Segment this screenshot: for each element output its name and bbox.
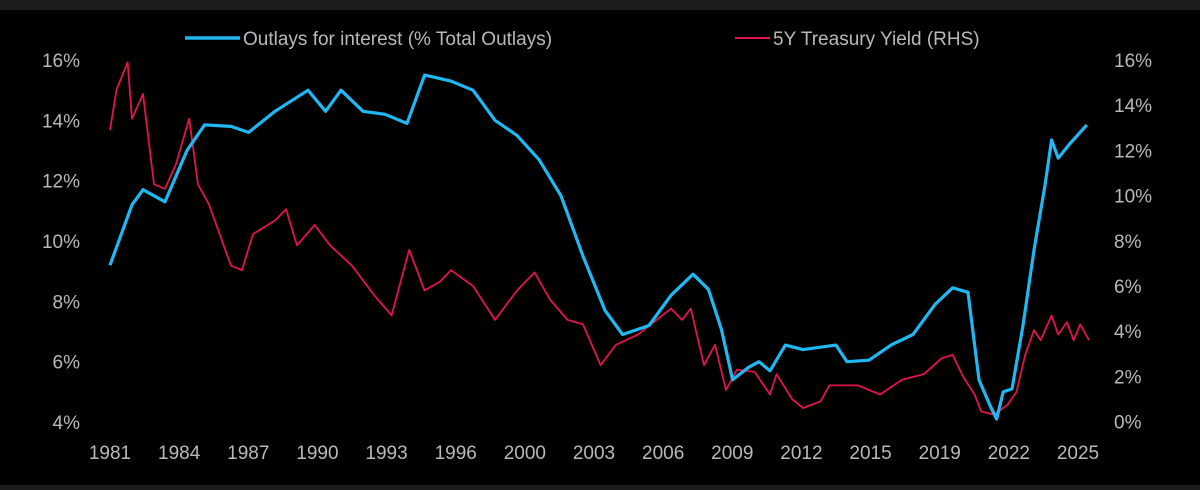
x-axis-tick-label: 2019 <box>919 443 961 464</box>
x-axis-tick-label: 2025 <box>1057 443 1099 464</box>
left-axis-tick-label: 8% <box>53 292 81 313</box>
x-axis-tick-label: 1987 <box>227 443 269 464</box>
x-axis: 1981 1984 1987 1990 1993 1996 2000 2003 2006 2009… <box>89 443 1099 464</box>
legend-label-treasury: 5Y Treasury Yield (RHS) <box>773 29 980 50</box>
right-axis-tick-label: 8% <box>1114 232 1142 253</box>
left-axis-tick-label: 16% <box>42 51 80 72</box>
right-axis: 0% 2% 4% 6% 8% 10% 12% 14% 16% <box>1114 51 1152 434</box>
left-axis-tick-label: 10% <box>42 232 80 253</box>
left-axis-tick-label: 4% <box>53 413 81 434</box>
x-axis-tick-label: 2006 <box>642 443 684 464</box>
x-axis-tick-label: 1993 <box>365 443 407 464</box>
right-axis-tick-label: 6% <box>1114 277 1142 298</box>
x-axis-tick-label: 1996 <box>435 443 477 464</box>
left-axis: 4% 6% 8% 10% 12% 14% 16% <box>42 51 80 434</box>
right-axis-tick-label: 14% <box>1114 96 1152 117</box>
series-line-outlays <box>108 73 1088 421</box>
right-axis-tick-label: 4% <box>1114 322 1142 343</box>
x-axis-tick-label: 2012 <box>780 443 822 464</box>
x-axis-tick-label: 1990 <box>296 443 338 464</box>
x-axis-tick-label: 2009 <box>711 443 753 464</box>
legend-label-outlays: Outlays for interest (% Total Outlays) <box>243 29 552 50</box>
x-axis-tick-label: 2022 <box>988 443 1030 464</box>
series-lines <box>108 61 1090 421</box>
legend: Outlays for interest (% Total Outlays) 5… <box>185 29 980 50</box>
left-axis-tick-label: 14% <box>42 111 80 132</box>
right-axis-tick-label: 0% <box>1114 413 1142 434</box>
right-axis-tick-label: 12% <box>1114 141 1152 162</box>
right-axis-tick-label: 16% <box>1114 51 1152 72</box>
left-axis-tick-label: 12% <box>42 172 80 193</box>
plot-background <box>0 10 1200 485</box>
x-axis-tick-label: 2000 <box>504 443 546 464</box>
x-axis-tick-label: 2015 <box>849 443 891 464</box>
x-axis-tick-label: 1984 <box>158 443 201 464</box>
x-axis-tick-label: 2003 <box>573 443 615 464</box>
x-axis-tick-label: 1981 <box>89 443 131 464</box>
right-axis-tick-label: 2% <box>1114 367 1142 388</box>
right-axis-tick-label: 10% <box>1114 187 1152 208</box>
left-axis-tick-label: 6% <box>53 353 81 374</box>
series-line-treasury <box>109 61 1090 416</box>
